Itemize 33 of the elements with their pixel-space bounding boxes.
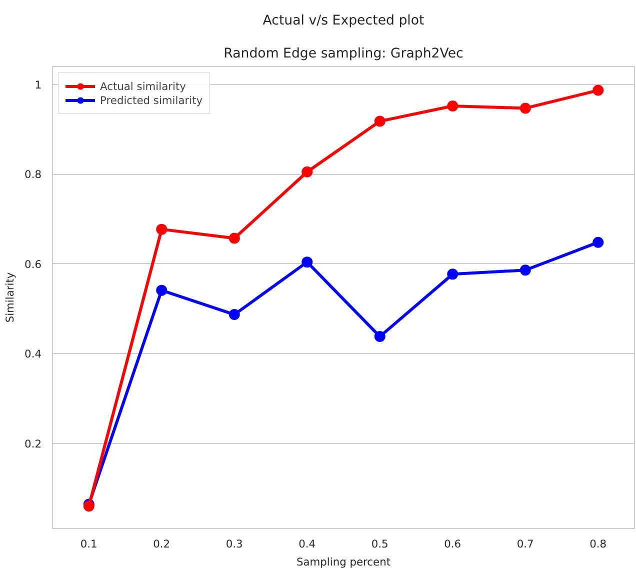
chart-title: Random Edge sampling: Graph2Vec <box>224 46 464 62</box>
y-tick-label: 1 <box>34 78 42 92</box>
point <box>228 309 240 320</box>
point <box>592 84 604 96</box>
legend-label: Actual similarity <box>100 79 186 93</box>
x-axis-title: Sampling percent <box>296 556 391 568</box>
point <box>374 116 386 127</box>
point <box>592 236 604 248</box>
point <box>156 224 168 235</box>
y-tick-label: 0.2 <box>24 437 42 450</box>
y-tick-label: 0.4 <box>24 348 42 361</box>
x-tick-label: 0.8 <box>590 538 607 550</box>
x-tick-label: 0.2 <box>153 538 170 550</box>
y-tick-label: 0.8 <box>24 168 42 182</box>
point <box>520 264 531 276</box>
point <box>156 284 168 296</box>
legend-label: Predicted similarity <box>100 93 203 107</box>
point <box>447 100 458 112</box>
y-axis-title: Similarity <box>4 272 17 323</box>
x-tick-label: 0.5 <box>371 538 388 550</box>
point <box>302 166 313 178</box>
point <box>302 256 313 268</box>
point <box>520 102 531 114</box>
x-tick-label: 0.6 <box>444 538 462 550</box>
point <box>374 331 386 342</box>
point <box>228 232 240 244</box>
x-tick-label: 0.7 <box>516 538 534 550</box>
y-tick-label: 0.6 <box>24 258 42 271</box>
point <box>447 268 458 280</box>
x-tick-label: 0.3 <box>226 538 243 550</box>
x-tick-label: 0.1 <box>80 538 98 550</box>
chart-subtitle: Actual v/s Expected plot <box>262 14 424 28</box>
x-tick-label: 0.4 <box>298 538 316 550</box>
